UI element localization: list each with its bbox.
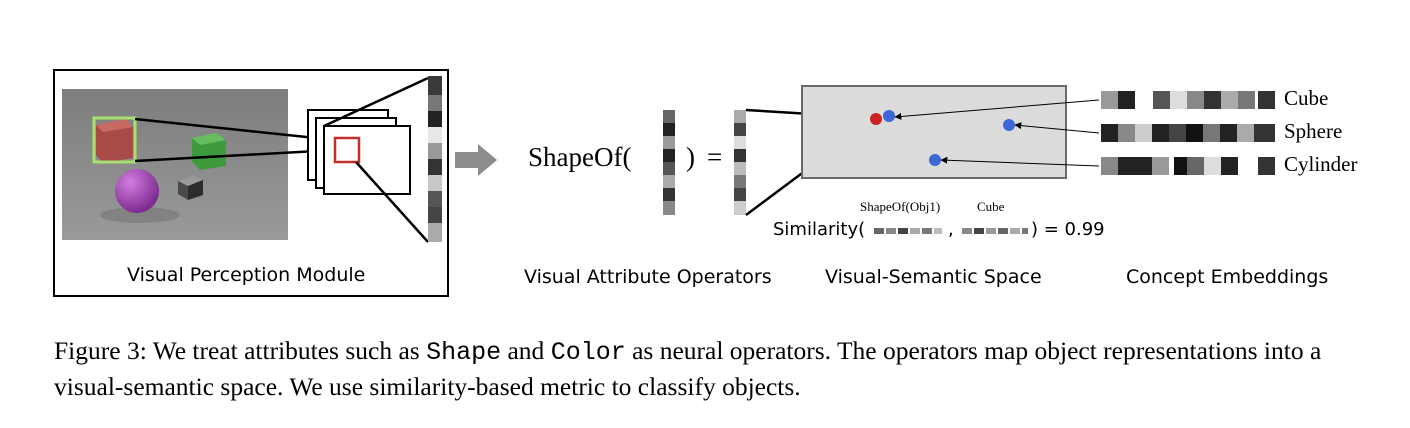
operator-output-vector	[734, 110, 746, 215]
concept-label-cube: Cube	[1284, 86, 1329, 110]
caption-part-1: Figure 3: We treat attributes such as	[54, 336, 427, 365]
sphere-arrow	[1014, 122, 1100, 134]
similarity-arg2-label: Cube	[977, 199, 1005, 214]
sphere-point	[1003, 119, 1015, 131]
cube-arrow	[894, 99, 1100, 120]
operator-name: ShapeOf(	[528, 142, 632, 172]
flow-arrow	[455, 144, 497, 176]
object-highlight-box	[92, 116, 137, 164]
concept-label-sphere: Sphere	[1284, 119, 1343, 143]
feature-map-stack	[307, 109, 411, 195]
roi-box	[333, 136, 361, 164]
figure-diagram	[53, 69, 1275, 297]
cylinder-arrow	[940, 156, 1100, 167]
space-label: Visual-Semantic Space	[825, 266, 1042, 288]
caption-code-shape: Shape	[426, 338, 502, 367]
red-cube-object	[92, 116, 137, 164]
similarity-comma: ,	[948, 219, 954, 240]
scene-image	[62, 89, 288, 240]
operator-input-vector	[663, 110, 675, 215]
embeddings-label: Concept Embeddings	[1126, 266, 1329, 288]
similarity-arg1-vector	[874, 228, 942, 234]
concept-label-cylinder: Cylinder	[1284, 152, 1358, 176]
object-point	[870, 113, 882, 125]
green-cube-object	[192, 133, 226, 170]
similarity-arg2-vector	[962, 228, 1028, 234]
object-feature-vector	[428, 76, 442, 242]
caption-code-color: Color	[550, 338, 626, 367]
figure-caption: Figure 3: We treat attributes such as Sh…	[54, 334, 1374, 404]
similarity-prefix: Similarity(	[773, 219, 866, 240]
caption-part-3: as neural operators. The operators map o…	[54, 336, 1322, 401]
cylinder-embedding	[1101, 157, 1275, 175]
operator-equals: =	[707, 142, 723, 172]
operators-label: Visual Attribute Operators	[524, 266, 772, 288]
metal-cube-object	[178, 175, 203, 200]
sphere-embedding	[1101, 124, 1275, 142]
caption-part-2: and	[501, 336, 551, 365]
cube-embedding	[1101, 91, 1275, 109]
cylinder-point	[929, 154, 941, 166]
purple-sphere-object	[115, 169, 159, 213]
operator-close-paren: )	[686, 142, 695, 172]
cube-point	[883, 110, 895, 122]
perception-module-label: Visual Perception Module	[127, 264, 366, 286]
similarity-arg1-label: ShapeOf(Obj1)	[860, 199, 941, 214]
similarity-result: ) = 0.99	[1031, 219, 1105, 240]
